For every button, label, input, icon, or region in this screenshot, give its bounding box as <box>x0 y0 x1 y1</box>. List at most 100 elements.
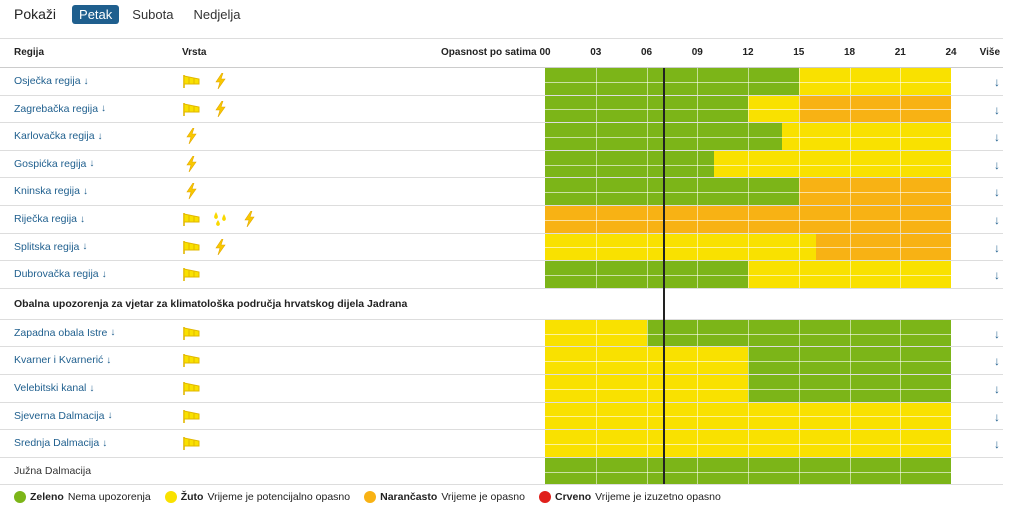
hazard-column-header: Opasnost po satima <box>441 47 537 58</box>
more-details-button[interactable]: ↓ <box>994 382 1000 396</box>
region-name[interactable]: Dubrovačka regija ↓ <box>14 268 107 280</box>
more-details-button[interactable]: ↓ <box>994 437 1000 452</box>
legend-dot-icon <box>14 491 26 503</box>
grid-line <box>748 233 749 261</box>
grid-line <box>697 375 699 402</box>
more-details-button[interactable]: ↓ <box>994 326 1000 341</box>
grid-line <box>798 68 800 95</box>
grid-line <box>849 261 851 288</box>
region-label: Osječka regija <box>14 75 81 87</box>
more-details-button[interactable]: ↓ <box>994 240 1000 255</box>
wind-icon <box>182 352 202 373</box>
grid-line <box>849 233 851 261</box>
hour-label: 06 <box>640 47 653 58</box>
more-details-button[interactable]: ↓ <box>994 130 1000 145</box>
wind-icon <box>182 101 202 122</box>
region-name[interactable]: Gospićka regija ↓ <box>14 158 94 170</box>
more-details-button[interactable]: ↓ <box>994 268 1000 283</box>
region-name[interactable]: Kninska regija ↓ <box>14 185 88 197</box>
grid-line <box>697 261 699 288</box>
more-details-button[interactable]: ↓ <box>994 102 1000 117</box>
grid-line <box>900 68 902 95</box>
wind-icon <box>182 239 202 260</box>
more-details-button[interactable]: ↓ <box>994 185 1000 200</box>
grid-line <box>646 178 648 205</box>
legend-desc: Vrijeme je izuzetno opasno <box>595 491 721 503</box>
section-title: Obalna upozorenja za vjetar za klimatolo… <box>14 297 408 310</box>
tab-friday[interactable]: Petak <box>72 4 120 24</box>
grid-line <box>748 95 749 123</box>
expand-arrow-icon: ↓ <box>110 327 116 339</box>
grid-line <box>798 95 800 123</box>
region-row: Kninska regija ↓ ↓ <box>0 178 1003 206</box>
grid-line <box>798 261 800 288</box>
table-header: Regija Vrsta Opasnost po satima Više 00 0… <box>0 38 1003 68</box>
lightning-icon <box>211 238 231 260</box>
more-details-button[interactable]: ↓ <box>994 75 1000 89</box>
region-name[interactable]: Osječka regija ↓ <box>14 75 89 87</box>
hazard-icons <box>182 72 231 94</box>
region-name[interactable]: Srednja Dalmacija ↓ <box>14 437 107 449</box>
hazard-icons <box>182 127 202 149</box>
hazard-icons <box>182 238 231 260</box>
tab-sunday[interactable]: Nedjelja <box>193 6 241 22</box>
wind-icon <box>182 435 202 456</box>
legend-dot-icon <box>364 491 377 503</box>
grid-line <box>545 136 951 138</box>
more-details-button[interactable]: ↓ <box>994 157 1000 172</box>
grid-line <box>697 457 699 485</box>
region-name[interactable]: Sjeverna Dalmacija ↓ <box>14 410 112 422</box>
grid-line <box>697 123 699 150</box>
grid-line <box>849 68 851 95</box>
hour-label: 18 <box>843 47 856 58</box>
grid-line <box>798 206 800 233</box>
more-details-button[interactable]: ↓ <box>994 213 1000 227</box>
grid-line <box>545 274 951 276</box>
grid-line <box>900 457 902 485</box>
more-details-button[interactable]: ↓ <box>994 354 1000 369</box>
region-name[interactable]: Velebitski kanal ↓ <box>14 382 94 394</box>
tab-saturday[interactable]: Subota <box>132 6 174 22</box>
region-name[interactable]: Splitska regija ↓ <box>14 241 87 253</box>
grid-line <box>595 233 597 261</box>
region-name[interactable]: Zapadna obala Istre ↓ <box>14 327 115 339</box>
hazard-icons <box>182 155 202 177</box>
hazard-segment-orange <box>815 233 951 261</box>
legend-title: Zeleno <box>30 491 64 503</box>
grid-line <box>900 95 902 123</box>
grid-line <box>900 150 902 178</box>
grid-line <box>798 319 800 347</box>
expand-arrow-icon: ↓ <box>80 213 86 225</box>
grid-line <box>595 206 597 233</box>
region-name[interactable]: Kvarner i Kvarnerić ↓ <box>14 354 111 366</box>
more-details-button[interactable]: ↓ <box>994 409 1000 424</box>
lightning-icon <box>182 127 202 149</box>
region-name[interactable]: Zagrebačka regija ↓ <box>14 103 106 115</box>
hour-label: 15 <box>793 47 805 58</box>
grid-line <box>748 206 749 233</box>
grid-line <box>545 361 951 363</box>
grid-line <box>646 95 648 123</box>
grid-line <box>900 178 902 205</box>
grid-line <box>900 233 902 261</box>
section-header: Obalna upozorenja za vjetar za klimatolo… <box>0 289 1003 320</box>
region-name[interactable]: Karlovačka regija ↓ <box>14 130 103 142</box>
day-selector: Pokaži Petak Subota Nedjelja <box>14 4 247 24</box>
show-label: Pokaži <box>14 6 57 22</box>
grid-line <box>646 402 648 430</box>
region-row: Gospićka regija ↓ ↓ <box>0 150 1003 179</box>
region-row: Zagrebačka regija ↓ ↓ <box>0 95 1003 124</box>
grid-line <box>646 457 648 485</box>
hazard-segment-yellow <box>714 150 951 178</box>
grid-line <box>595 375 597 402</box>
hour-label: 21 <box>894 47 906 58</box>
hazard-icons <box>182 266 202 287</box>
grid-line <box>748 150 749 178</box>
hazard-segment-yellow <box>781 123 951 150</box>
grid-line <box>748 402 749 430</box>
grid-line <box>646 261 648 288</box>
hazard-icons <box>182 100 231 122</box>
grid-line <box>545 416 951 418</box>
region-name[interactable]: Riječka regija ↓ <box>14 213 85 225</box>
region-row: Kvarner i Kvarnerić ↓ ↓ <box>0 347 1003 375</box>
